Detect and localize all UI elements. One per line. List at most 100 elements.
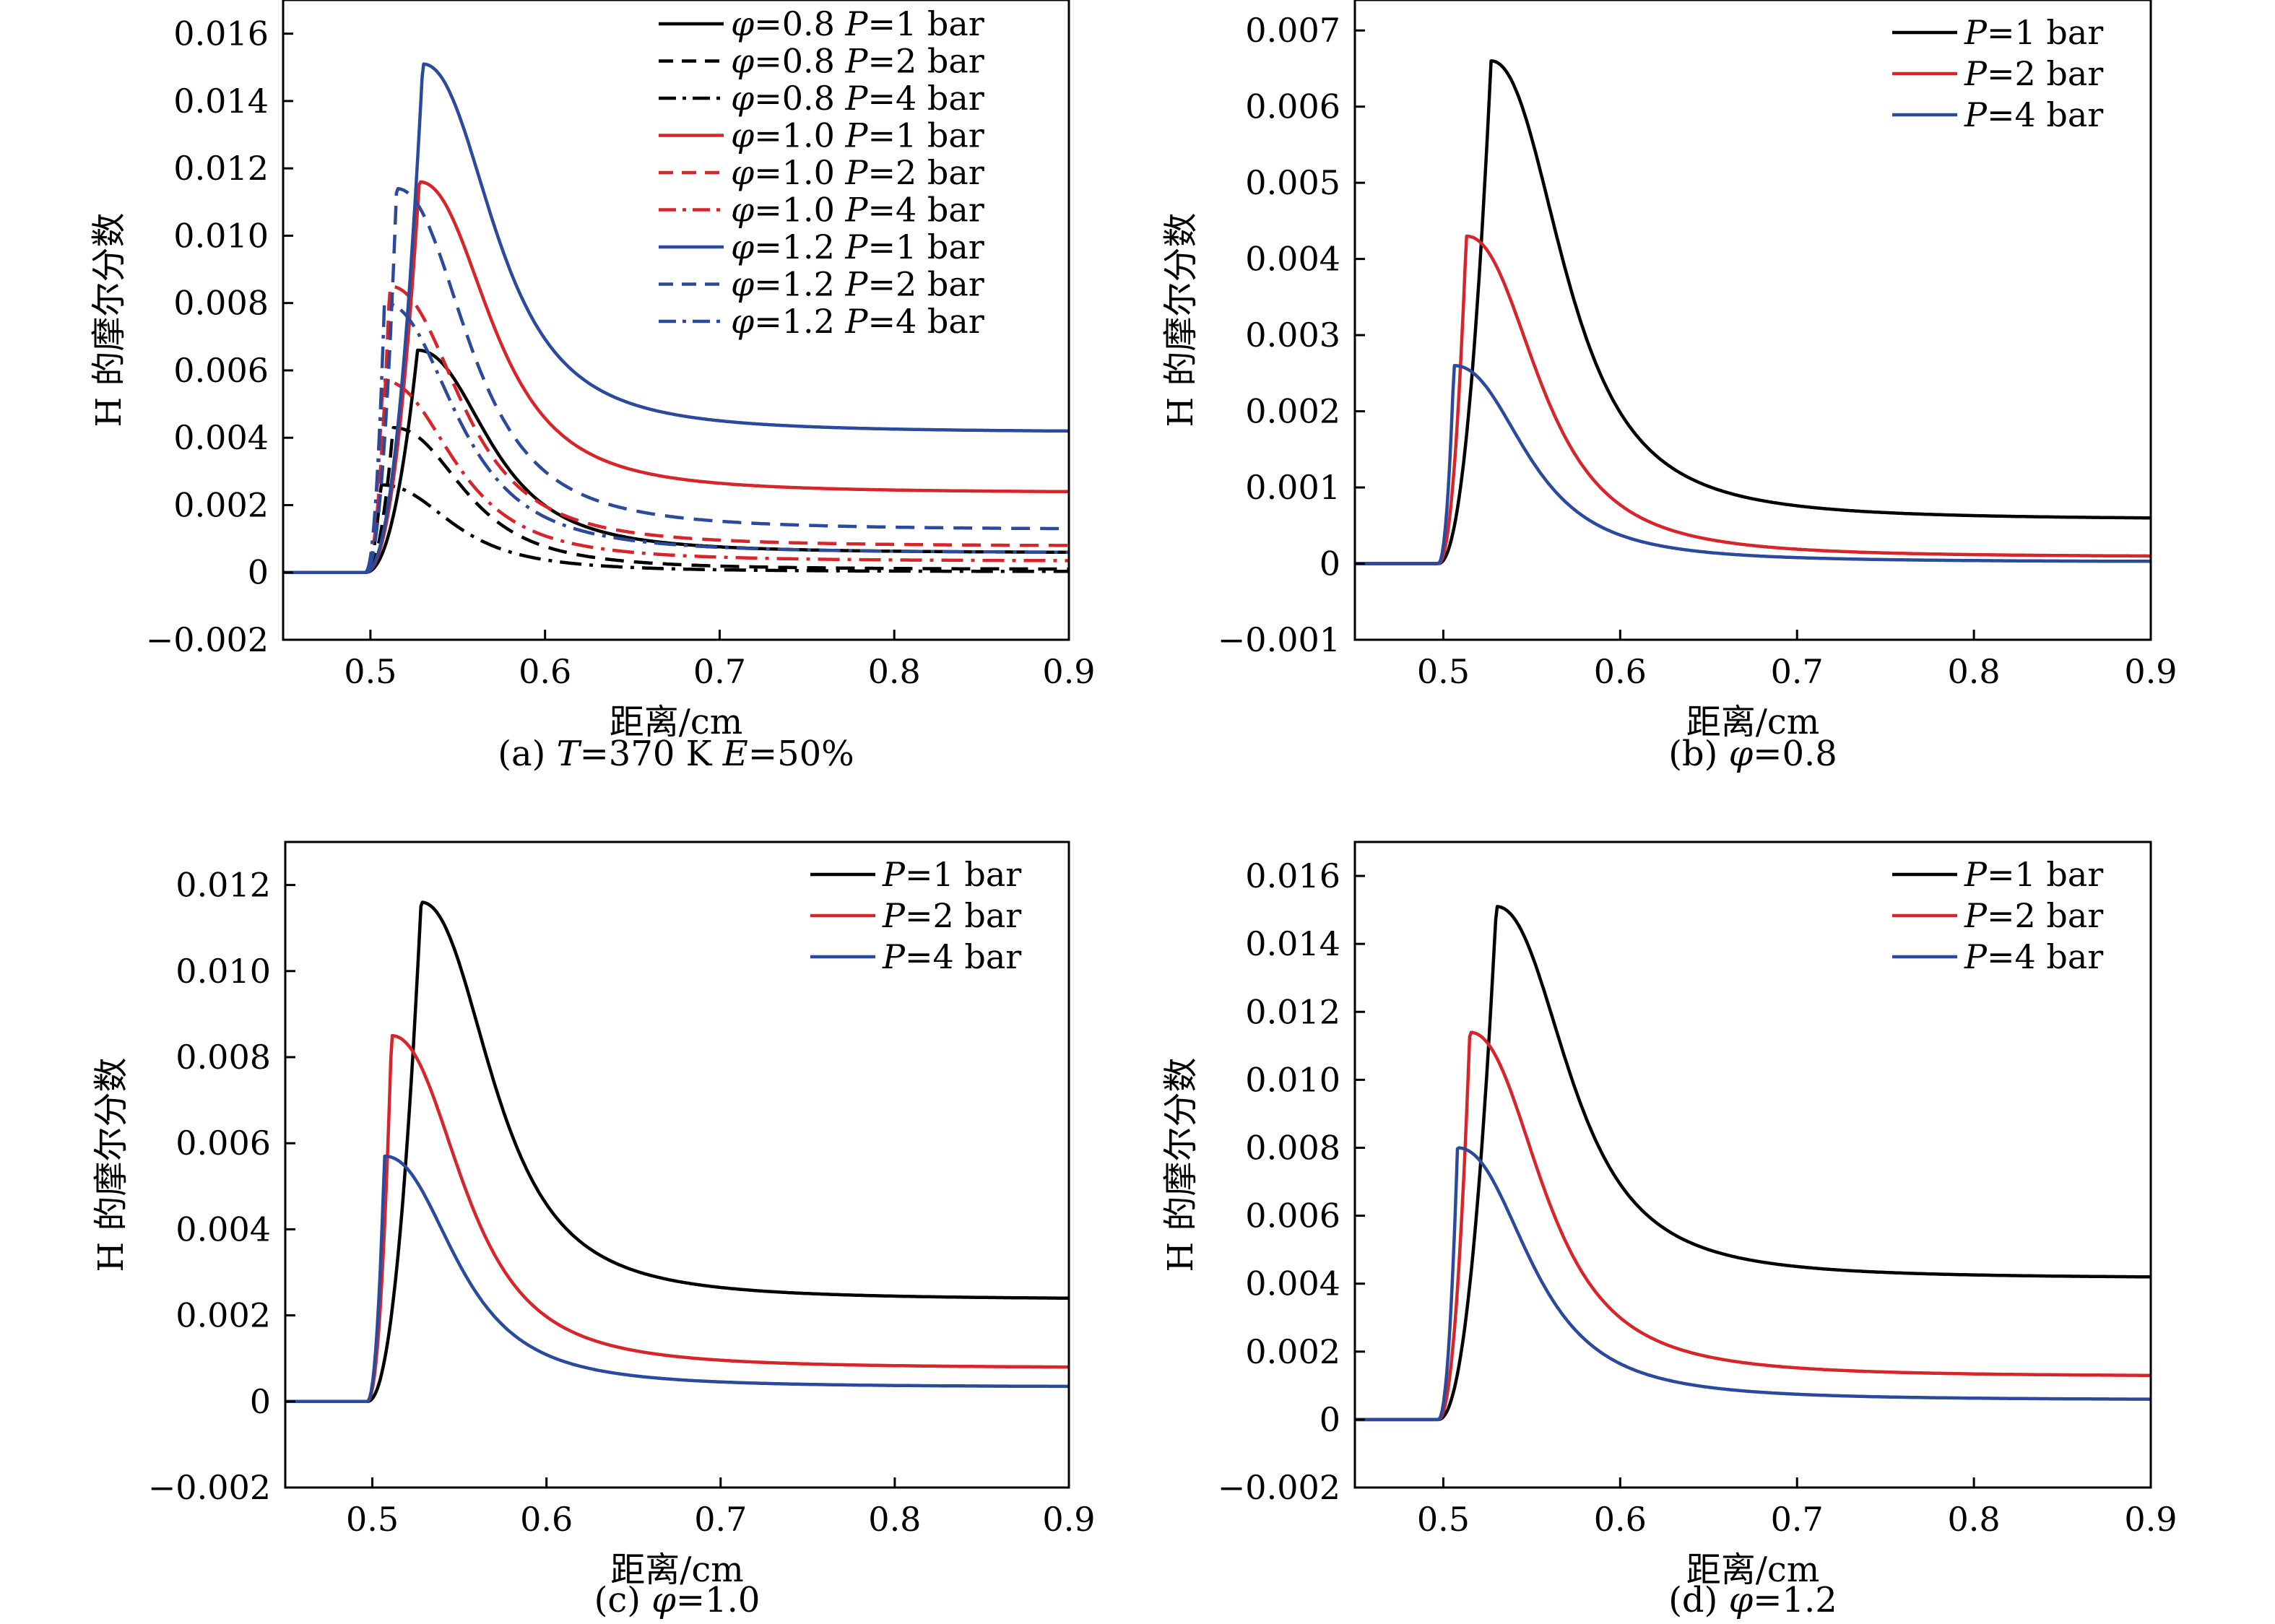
x-tick-label: 0.9 — [2124, 1500, 2177, 1539]
series-line-2 — [285, 1033, 1069, 1404]
x-tick-label: 0.7 — [1771, 652, 1824, 691]
panel-caption: (b) φ=0.8 — [1668, 734, 1837, 774]
panel-d: 0.5 0.6 0.7 0.8 0.9 −0.002 0 0.002 0.004 0.006 0.0… — [1161, 841, 2178, 1620]
panel-caption: (d) φ=1.2 — [1668, 1580, 1837, 1620]
y-tick-label: −0.002 — [148, 1468, 271, 1507]
series-line-5 — [283, 285, 1069, 574]
x-tick-label: 0.5 — [344, 652, 396, 691]
x-tick-label: 0.7 — [1771, 1500, 1824, 1539]
y-tick-label: 0.004 — [173, 418, 269, 457]
y-tick-label: 0.001 — [1245, 468, 1340, 507]
legend-label: P=4 bar — [1964, 95, 2103, 134]
series-line-9 — [283, 301, 1069, 574]
legend-label: φ=0.8 P=2 bar — [731, 42, 984, 81]
y-tick-label: 0.010 — [176, 952, 271, 991]
x-tick-label: 0.9 — [1042, 1500, 1095, 1539]
legend-label: P=1 bar — [1964, 13, 2103, 52]
y-tick-label: 0.008 — [1245, 1128, 1340, 1167]
x-tick-label: 0.5 — [1417, 652, 1470, 691]
panel-b: 0.5 0.6 0.7 0.8 0.9 −0.001 0 0.001 0.002 0.003 0.0… — [1161, 0, 2178, 774]
x-tick-label: 0.8 — [1948, 1500, 2001, 1539]
legend-label: φ=1.2 P=2 bar — [731, 265, 984, 304]
legend-label: φ=1.0 P=2 bar — [731, 153, 984, 192]
y-tick-label: 0.008 — [176, 1038, 271, 1077]
series-line-3 — [1355, 364, 2151, 565]
y-tick-label: 0.002 — [1245, 1332, 1340, 1371]
series-line-1 — [285, 900, 1069, 1404]
legend-label: P=2 bar — [882, 896, 1021, 935]
x-tick-label: 0.6 — [1594, 1500, 1647, 1539]
x-tick-label: 0.9 — [2124, 652, 2177, 691]
series-line-3 — [1355, 1146, 2151, 1422]
legend-label: φ=1.2 P=4 bar — [731, 302, 984, 341]
series-line-8 — [283, 186, 1069, 574]
y-tick-label: 0.006 — [173, 351, 269, 390]
legend-label: P=1 bar — [1964, 855, 2103, 894]
y-tick-label: 0.012 — [1245, 992, 1340, 1031]
x-tick-label: 0.5 — [346, 1500, 399, 1539]
y-tick-label: 0.014 — [1245, 924, 1340, 963]
plot-frame — [1353, 841, 2152, 1489]
x-tick-label: 0.5 — [1417, 1500, 1470, 1539]
x-tick-label: 0.8 — [1948, 652, 2001, 691]
y-tick-label: 0.010 — [1245, 1060, 1340, 1099]
y-tick-label: 0.002 — [173, 485, 269, 524]
y-tick-label: 0.003 — [1245, 316, 1340, 355]
legend-label: P=4 bar — [1964, 937, 2103, 976]
y-tick-label: 0.004 — [176, 1210, 271, 1249]
x-axis-label: 距离/cm — [1686, 702, 1820, 742]
y-tick-label: 0 — [1320, 544, 1340, 583]
y-tick-label: 0.007 — [1245, 11, 1340, 50]
legend-label: P=2 bar — [1964, 54, 2103, 93]
y-tick-label: 0.014 — [173, 82, 269, 121]
series-line-1 — [283, 348, 1069, 574]
y-tick-label: 0.002 — [176, 1296, 271, 1335]
series-line-3 — [283, 483, 1069, 574]
y-tick-label: 0.005 — [1245, 163, 1340, 202]
y-tick-label: 0.012 — [173, 149, 269, 188]
panel-caption: (a) T=370 K E=50% — [498, 734, 854, 774]
x-tick-label: 0.9 — [1042, 652, 1095, 691]
y-tick-label: 0.004 — [1245, 240, 1340, 279]
legend-label: P=1 bar — [882, 855, 1021, 894]
y-tick-label: −0.002 — [1218, 1468, 1340, 1507]
series-line-1 — [1355, 905, 2151, 1422]
legend-label: P=4 bar — [882, 937, 1021, 976]
x-tick-label: 0.6 — [1594, 652, 1647, 691]
x-tick-label: 0.8 — [868, 1500, 921, 1539]
y-axis-label: H 的摩尔分数 — [1161, 1057, 1201, 1272]
x-tick-label: 0.7 — [694, 1500, 747, 1539]
legend-label: P=2 bar — [1964, 896, 2103, 935]
series-line-2 — [1355, 234, 2151, 565]
legend-label: φ=0.8 P=4 bar — [731, 79, 984, 118]
x-axis-label: 距离/cm — [610, 702, 743, 742]
y-tick-label: 0 — [250, 1382, 271, 1421]
x-axis-label: 距离/cm — [1686, 1550, 1820, 1590]
y-tick-label: −0.002 — [146, 620, 269, 659]
y-tick-label: 0.006 — [1245, 87, 1340, 126]
y-tick-label: 0 — [248, 553, 269, 592]
legend-label: φ=0.8 P=1 bar — [731, 4, 984, 43]
series-line-2 — [1355, 1030, 2151, 1422]
plot-frame — [1353, 0, 2152, 641]
plot-frame — [282, 0, 1070, 641]
y-tick-label: 0.016 — [173, 14, 269, 53]
y-tick-label: −0.001 — [1218, 620, 1340, 659]
x-tick-label: 0.6 — [519, 652, 571, 691]
plot-frame — [284, 841, 1070, 1489]
y-tick-label: 0.004 — [1245, 1264, 1340, 1303]
y-tick-label: 0.016 — [1245, 856, 1340, 895]
x-tick-label: 0.8 — [868, 652, 921, 691]
series-line-3 — [285, 1154, 1069, 1404]
x-tick-label: 0.7 — [693, 652, 746, 691]
y-tick-label: 0 — [1320, 1400, 1340, 1439]
y-tick-label: 0.006 — [176, 1124, 271, 1163]
y-tick-label: 0.008 — [173, 284, 269, 323]
panel-caption: (c) φ=1.0 — [594, 1580, 760, 1620]
series-line-7 — [283, 62, 1069, 574]
y-tick-label: 0.006 — [1245, 1197, 1340, 1236]
